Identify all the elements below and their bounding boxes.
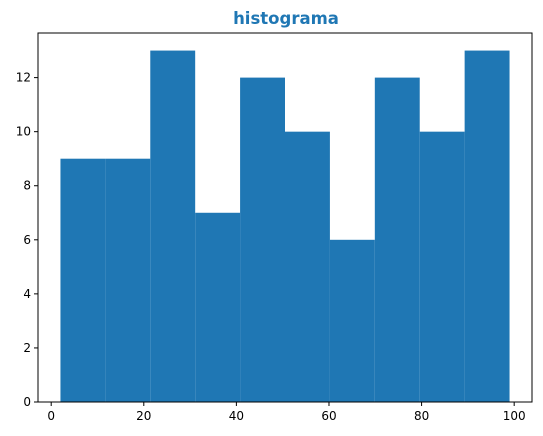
y-tick-label: 10 — [16, 125, 31, 139]
chart-title: histograma — [233, 9, 339, 28]
histogram-bar-8 — [374, 77, 420, 402]
x-tick-label: 0 — [47, 409, 55, 423]
x-tick-label: 40 — [229, 409, 244, 423]
histogram-bar-2 — [105, 158, 151, 402]
histogram-bar-7 — [329, 239, 375, 402]
y-axis-ticks: 0 2 4 6 8 10 12 — [16, 71, 38, 409]
y-tick-label: 0 — [23, 395, 31, 409]
histogram-bar-3 — [150, 50, 196, 402]
y-tick-label: 4 — [23, 287, 31, 301]
x-axis-ticks: 0 20 40 60 80 100 — [47, 402, 526, 423]
histogram-bar-4 — [195, 212, 241, 402]
histogram-bar-9 — [419, 131, 465, 402]
x-tick-label: 60 — [321, 409, 336, 423]
y-tick-label: 12 — [16, 71, 31, 85]
histogram-bar-6 — [285, 131, 330, 402]
y-tick-label: 8 — [23, 179, 31, 193]
histogram-bars — [60, 50, 510, 402]
histogram-bar-1 — [60, 158, 106, 402]
plot-frame — [37, 32, 533, 403]
x-tick-label: 20 — [136, 409, 151, 423]
y-tick-label: 2 — [23, 341, 31, 355]
x-tick-label: 80 — [414, 409, 429, 423]
histogram-bar-5 — [240, 77, 285, 402]
y-tick-label: 6 — [23, 233, 31, 247]
histogram-bar-10 — [464, 50, 510, 402]
x-tick-label: 100 — [503, 409, 526, 423]
